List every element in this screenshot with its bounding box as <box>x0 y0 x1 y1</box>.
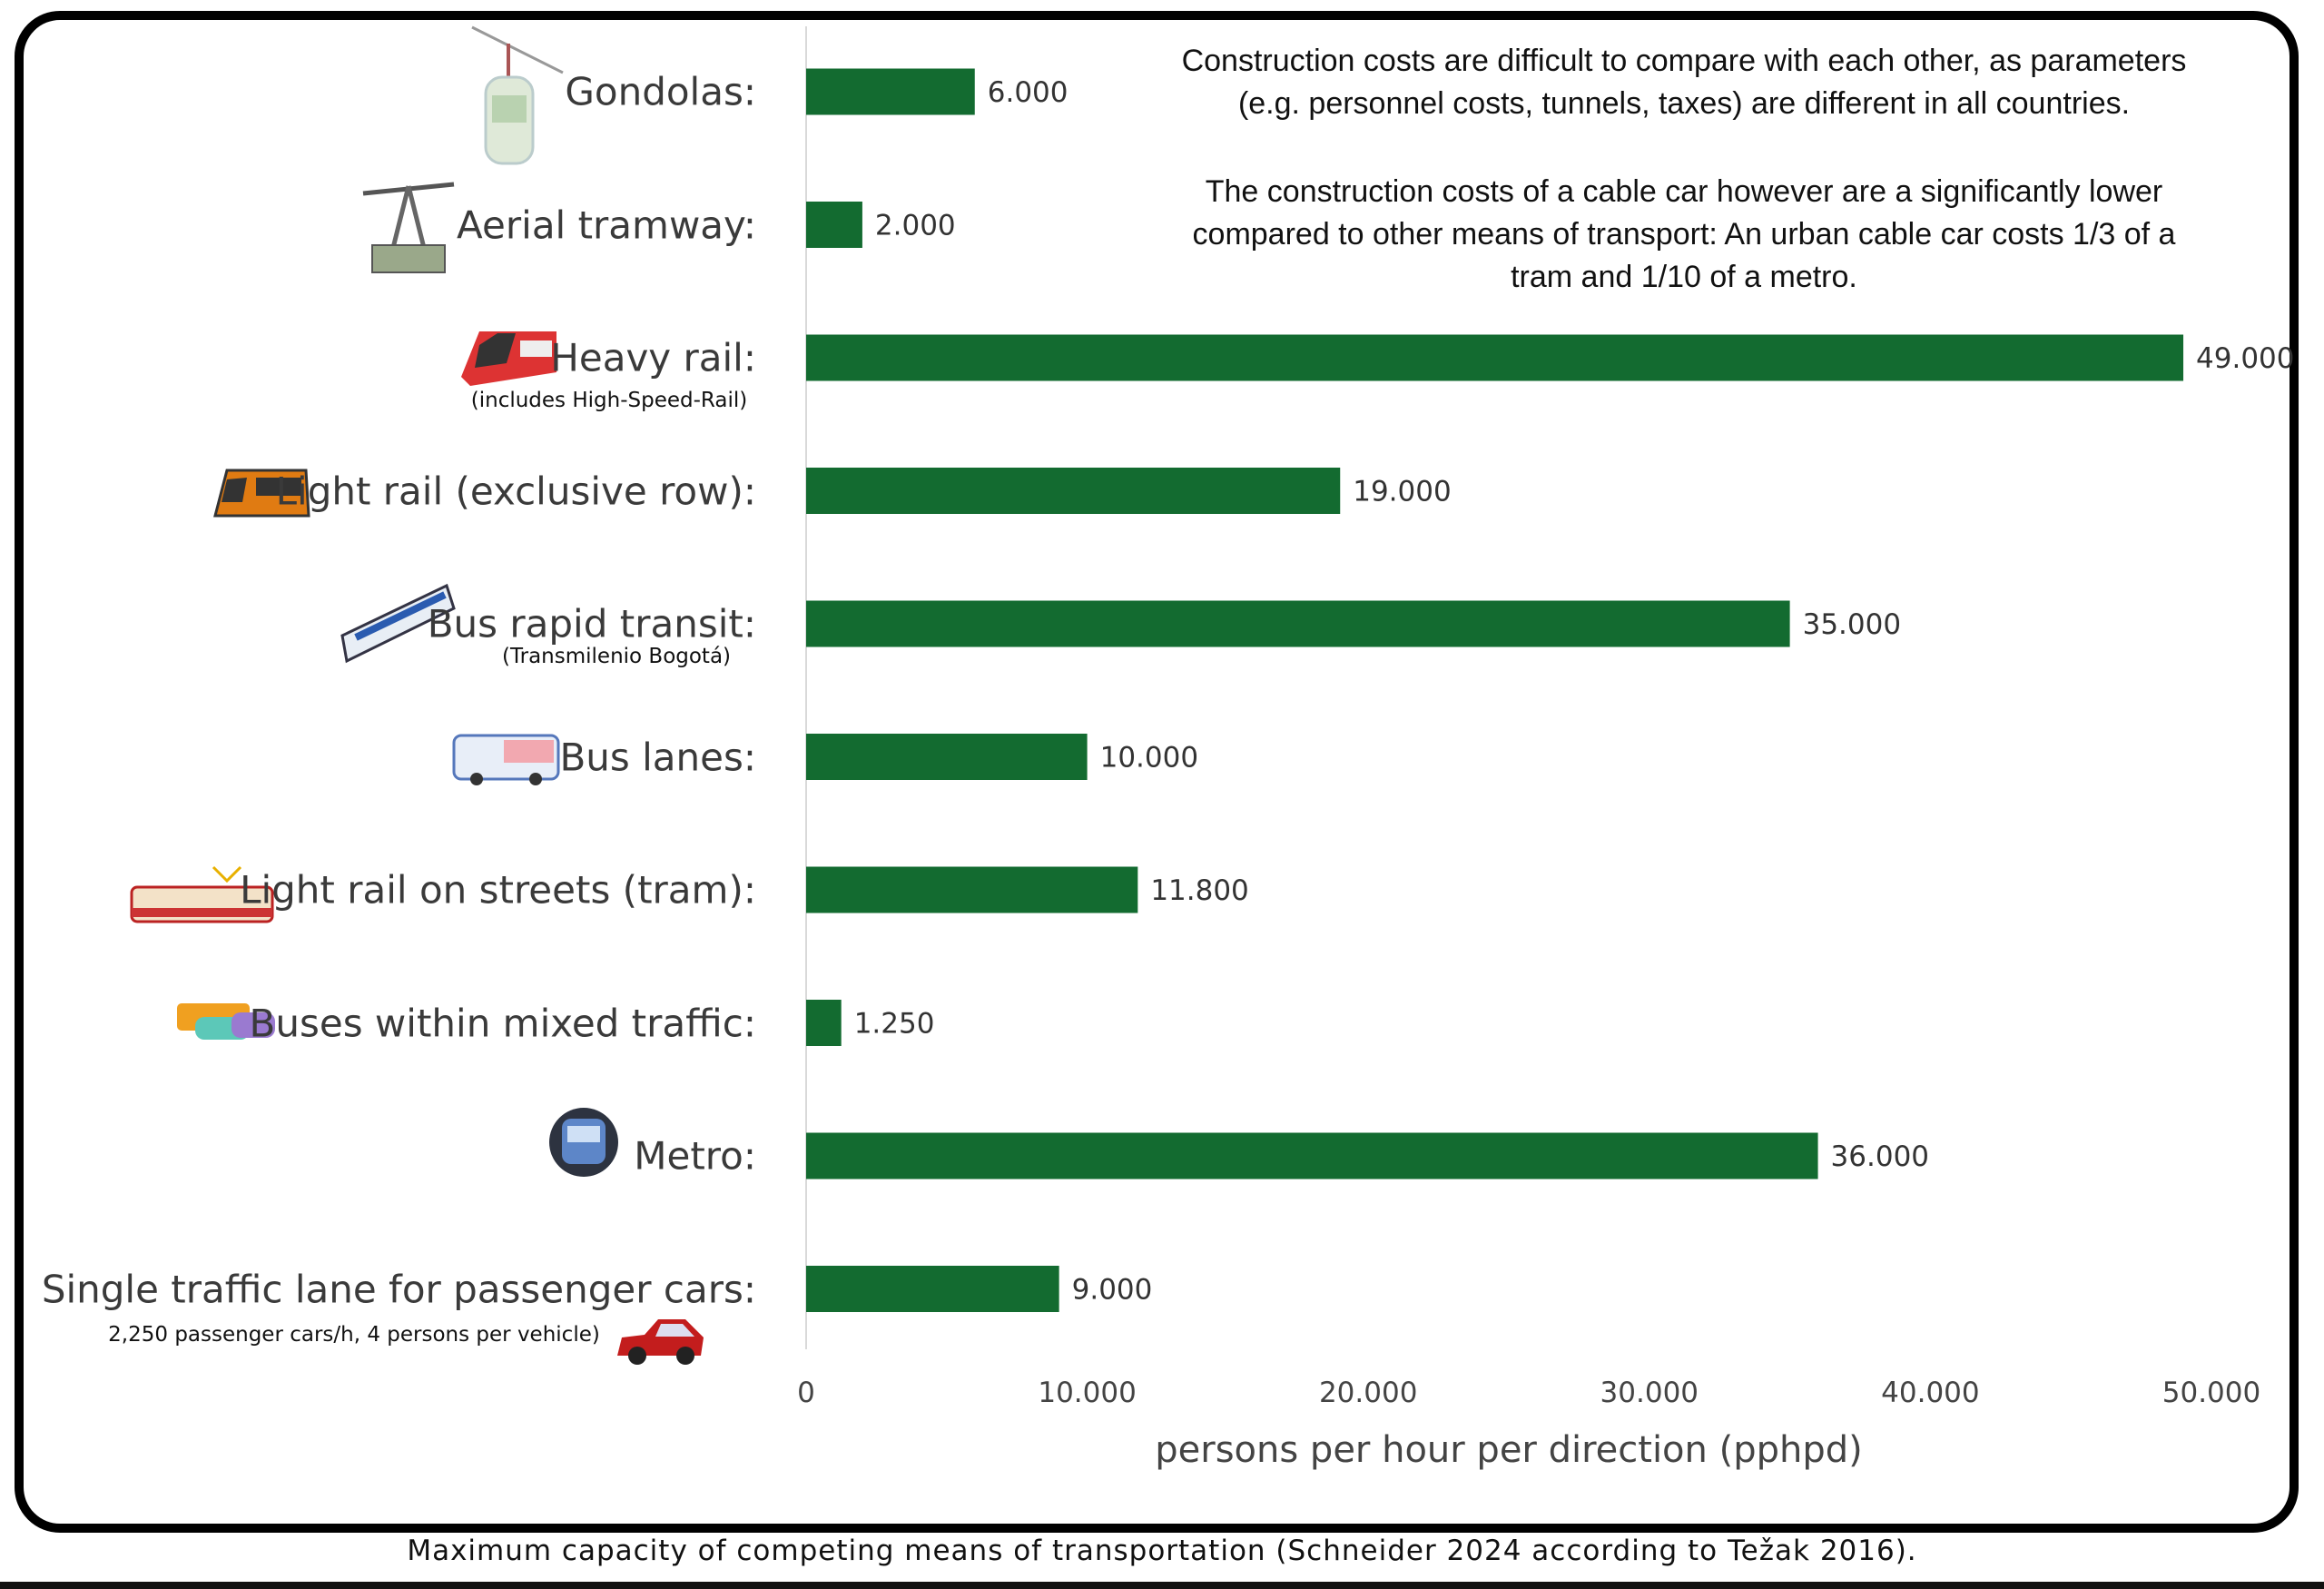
figure-caption: Maximum capacity of competing means of t… <box>407 1535 1917 1567</box>
light-rail-icon <box>213 469 310 518</box>
bar <box>806 68 975 115</box>
x-tick-label: 10.000 <box>1038 1377 1136 1409</box>
category-sublabel: 2,250 passenger cars/h, 4 persons per ve… <box>108 1323 600 1347</box>
bottom-divider <box>0 1582 2324 1589</box>
data-label: 6.000 <box>988 76 1068 109</box>
bus-rapid-transit-icon <box>340 583 456 664</box>
bar <box>806 1000 842 1046</box>
category-label: Bus rapid transit: <box>427 601 756 646</box>
bar <box>806 202 862 248</box>
metro-icon <box>549 1108 618 1177</box>
bus-icon <box>452 734 560 785</box>
tram-icon <box>130 865 274 923</box>
category-label: Buses within mixed traffic: <box>249 1001 756 1045</box>
x-tick-label: 40.000 <box>1881 1377 1979 1409</box>
category-label: Light rail on streets (tram): <box>240 867 756 913</box>
bar <box>806 866 1138 913</box>
x-tick-label: 0 <box>797 1377 815 1409</box>
x-tick-label: 20.000 <box>1319 1377 1417 1409</box>
category-label: Bus lanes: <box>559 735 756 779</box>
category-label: Heavy rail: <box>550 335 756 380</box>
car-icon <box>617 1319 704 1365</box>
note-cable-car-costs: The construction costs of a cable car ho… <box>1098 171 2270 299</box>
bar <box>806 600 1790 647</box>
bar <box>806 334 2184 381</box>
category-label: Aerial tramway: <box>457 202 756 247</box>
category-label: Metro: <box>634 1133 756 1179</box>
note-line: compared to other means of transport: An… <box>1192 217 2176 252</box>
x-tick-label: 50.000 <box>2162 1377 2260 1409</box>
data-label: 2.000 <box>875 210 956 242</box>
bar <box>806 468 1341 514</box>
data-label: 10.000 <box>1100 742 1198 775</box>
data-label: 35.000 <box>1803 608 1901 641</box>
category-label: Single traffic lane for passenger cars: <box>41 1267 756 1311</box>
bar <box>806 734 1088 780</box>
data-label: 11.800 <box>1150 874 1248 907</box>
data-label: 9.000 <box>1072 1274 1153 1307</box>
x-axis-title: persons per hour per direction (pphpd) <box>1155 1429 1862 1471</box>
data-label: 1.250 <box>854 1008 935 1041</box>
note-line: tram and 1/10 of a metro. <box>1511 260 1857 294</box>
category-label: Gondolas: <box>565 69 756 114</box>
heavy-rail-icon <box>461 331 556 386</box>
note-line: Construction costs are difficult to comp… <box>1181 44 2187 78</box>
gondola-icon <box>471 25 564 165</box>
category-sublabel: (includes High-Speed-Rail) <box>470 389 748 412</box>
note-line: (e.g. personnel costs, tunnels, taxes) a… <box>1237 86 2131 121</box>
category-sublabel: (Transmilenio Bogotá) <box>501 645 732 668</box>
data-label: 36.000 <box>1831 1140 1929 1173</box>
data-label: 19.000 <box>1353 476 1451 508</box>
note-costs-comparison: Construction costs are difficult to comp… <box>1098 40 2270 125</box>
bar <box>806 1132 1818 1179</box>
aerial-tramway-icon <box>362 182 455 273</box>
category-label: Light rail (exclusive row): <box>275 469 756 513</box>
mixed-traffic-icon <box>177 1003 275 1040</box>
note-line: The construction costs of a cable car ho… <box>1205 174 2163 209</box>
bar <box>806 1266 1059 1312</box>
data-label: 49.000 <box>2196 342 2294 375</box>
x-tick-label: 30.000 <box>1600 1377 1699 1409</box>
